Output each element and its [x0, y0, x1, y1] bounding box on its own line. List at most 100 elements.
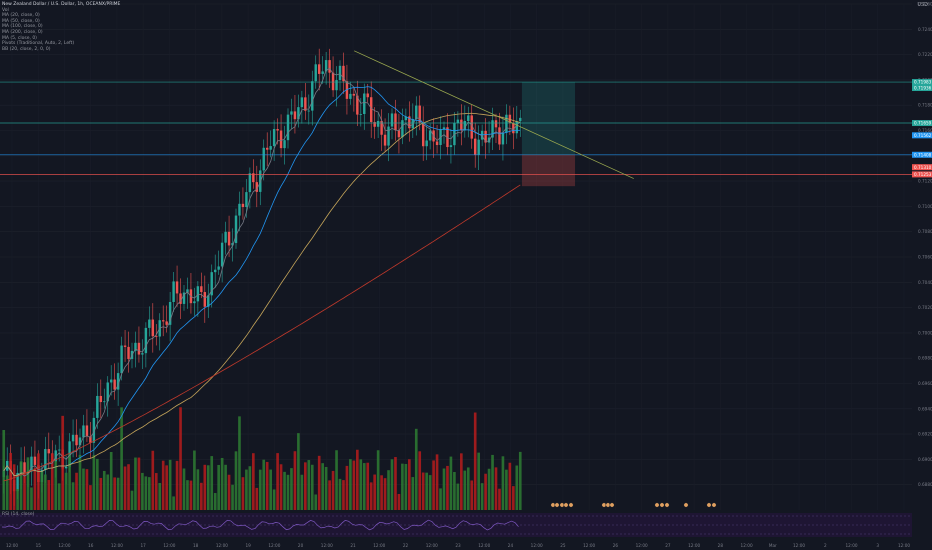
- candle-body: [387, 126, 390, 146]
- volume-bar: [12, 464, 16, 510]
- candle-body: [401, 120, 404, 138]
- indicator-bb[interactable]: BB (20, close, 2, 0, 0): [2, 46, 51, 52]
- event-flag-icon[interactable]: [706, 502, 712, 508]
- price-axis-tag: [912, 79, 932, 86]
- event-flag-icon[interactable]: [659, 502, 665, 508]
- time-tick-label: Mar: [769, 543, 777, 548]
- candle-body: [182, 292, 186, 304]
- volume-bar: [106, 474, 110, 510]
- event-flag-icon[interactable]: [554, 502, 560, 508]
- volume-bar: [394, 457, 397, 510]
- position-target-zone[interactable]: [521, 82, 576, 155]
- position-stop-zone[interactable]: [521, 154, 576, 187]
- currency-label: USD: [917, 2, 928, 8]
- indicator-ma100[interactable]: MA (100, close, 0): [2, 24, 43, 30]
- candle-body: [494, 120, 498, 128]
- event-flag-icon[interactable]: [559, 502, 565, 508]
- event-flag-icon[interactable]: [605, 502, 611, 508]
- trendline[interactable]: [353, 50, 634, 179]
- volume-bar: [61, 415, 64, 510]
- volume-bar: [224, 464, 227, 510]
- candle-body: [435, 141, 439, 145]
- volume-bar: [158, 482, 162, 510]
- time-tick-label: 12:00: [636, 543, 648, 548]
- volume-bar: [314, 494, 318, 510]
- event-flag-icon[interactable]: [609, 502, 615, 508]
- candle-body: [456, 119, 460, 124]
- rsi-label: RSI (14, close): [2, 512, 35, 517]
- candle-body: [144, 327, 148, 354]
- volume-bar: [37, 453, 40, 510]
- candle-body: [373, 122, 376, 127]
- volume-bar: [179, 407, 182, 510]
- candle-body: [311, 81, 314, 111]
- candle-body: [380, 120, 383, 135]
- volume-bar: [418, 451, 422, 510]
- event-flag-icon[interactable]: [683, 502, 689, 508]
- event-flag-icon[interactable]: [563, 502, 569, 508]
- event-flag-icon[interactable]: [654, 502, 660, 508]
- volume-bar: [456, 483, 460, 510]
- volume-bar: [68, 454, 71, 510]
- volume-bar: [78, 454, 82, 510]
- volume-bar: [151, 450, 155, 510]
- candle-body: [297, 107, 300, 120]
- event-flag-icon[interactable]: [664, 502, 670, 508]
- volume-bar: [387, 470, 390, 510]
- indicator-pivots[interactable]: Pivots (Traditional, Auto, 2, Left): [2, 41, 75, 47]
- event-flag-icon[interactable]: [568, 502, 574, 508]
- candle-body: [335, 80, 338, 91]
- indicator-ma5[interactable]: MA (5, close, 0): [2, 35, 37, 41]
- candle-body: [383, 134, 387, 146]
- volume-bar: [213, 493, 217, 510]
- volume-bar: [262, 459, 266, 510]
- indicator-vol[interactable]: Vol: [2, 7, 9, 13]
- event-flag-icon[interactable]: [711, 502, 717, 508]
- volume-bar: [366, 462, 370, 510]
- time-tick-label: 17: [141, 543, 147, 548]
- volume-bar: [186, 480, 189, 510]
- candle-body: [442, 127, 446, 130]
- volume-bar: [141, 472, 144, 510]
- volume-bar: [113, 477, 116, 510]
- time-tick-label: 12:00: [531, 543, 543, 548]
- volume-bar: [193, 450, 196, 510]
- volume-bar: [200, 482, 203, 510]
- volume-bar: [442, 468, 446, 510]
- price-axis-label: 0.71659: [914, 121, 932, 126]
- event-flag-icon[interactable]: [550, 502, 556, 508]
- time-tick-label: 19: [245, 543, 251, 548]
- volume-bar: [376, 450, 380, 510]
- indicator-ma20[interactable]: MA (20, close, 0): [2, 13, 40, 19]
- price-tick-label: 0.68800: [918, 482, 932, 487]
- volume-bar: [252, 453, 255, 510]
- candle-body: [314, 64, 317, 82]
- volume-bar: [54, 461, 58, 510]
- indicator-ma200[interactable]: MA (200, close, 0): [2, 29, 43, 35]
- candle-body: [151, 319, 155, 337]
- time-tick-label: 20: [298, 543, 304, 548]
- candle-body: [44, 449, 47, 470]
- volume-bar: [414, 428, 418, 510]
- price-axis-tag: [912, 84, 932, 91]
- time-tick-label: 12:00: [111, 543, 123, 548]
- volume-bar: [148, 477, 151, 510]
- volume-bar: [404, 463, 408, 510]
- candle-body: [96, 395, 99, 418]
- candle-body: [428, 130, 432, 141]
- candle-body: [113, 379, 116, 390]
- candle-body: [359, 114, 363, 115]
- indicator-ma50[interactable]: MA (50, close, 0): [2, 18, 40, 24]
- volume-bar: [85, 469, 89, 510]
- time-tick-label: 12:00: [845, 543, 857, 548]
- volume-bar: [255, 487, 259, 510]
- candle-body: [331, 72, 335, 91]
- volume-bar: [328, 480, 331, 510]
- event-flag-icon[interactable]: [601, 502, 607, 508]
- time-tick-label: 12:00: [426, 543, 438, 548]
